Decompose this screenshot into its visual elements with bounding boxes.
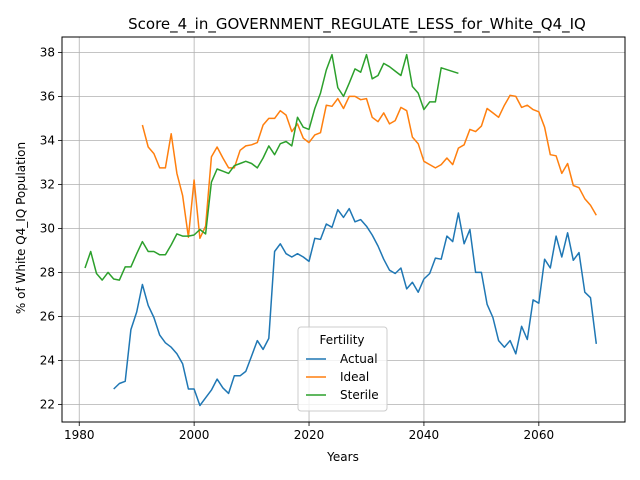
plot-frame	[61, 36, 626, 423]
x-axis-label: Years	[326, 450, 359, 464]
y-tick-label: 34	[40, 133, 55, 147]
series-line-ideal	[141, 94, 597, 240]
x-tick-label: 2020	[294, 428, 325, 442]
x-tick-label: 2060	[524, 428, 555, 442]
legend-box	[297, 326, 388, 412]
series-line-sterile	[84, 53, 459, 281]
y-tick-label: 38	[40, 45, 55, 59]
legend-label-actual: Actual	[340, 352, 378, 366]
y-tick-label: 36	[40, 89, 55, 103]
legend: Fertility Actual Ideal Sterile	[297, 326, 388, 412]
series-line-actual	[113, 207, 598, 407]
y-tick-label: 32	[40, 177, 55, 191]
y-axis-ticks: 22 24 26 28 30 32 34 36 38	[40, 45, 62, 411]
legend-entries: Actual Ideal Sterile	[306, 352, 379, 402]
y-axis-label: % of White Q4_IQ Population	[14, 142, 28, 314]
y-tick-label: 24	[40, 353, 55, 367]
y-tick-label: 30	[40, 221, 55, 235]
y-tick-label: 26	[40, 309, 55, 323]
chart-title: Score_4_in_GOVERNMENT_REGULATE_LESS_for_…	[128, 15, 586, 34]
legend-title: Fertility	[319, 333, 364, 347]
legend-label-ideal: Ideal	[340, 370, 369, 384]
x-axis-ticks: 1980 2000 2020 2040 2060	[64, 422, 554, 442]
x-tick-label: 2040	[409, 428, 440, 442]
series-lines	[84, 53, 598, 407]
legend-label-sterile: Sterile	[340, 388, 379, 402]
y-tick-label: 28	[40, 265, 55, 279]
x-tick-label: 2000	[179, 428, 210, 442]
y-tick-label: 22	[40, 397, 55, 411]
x-tick-label: 1980	[64, 428, 95, 442]
